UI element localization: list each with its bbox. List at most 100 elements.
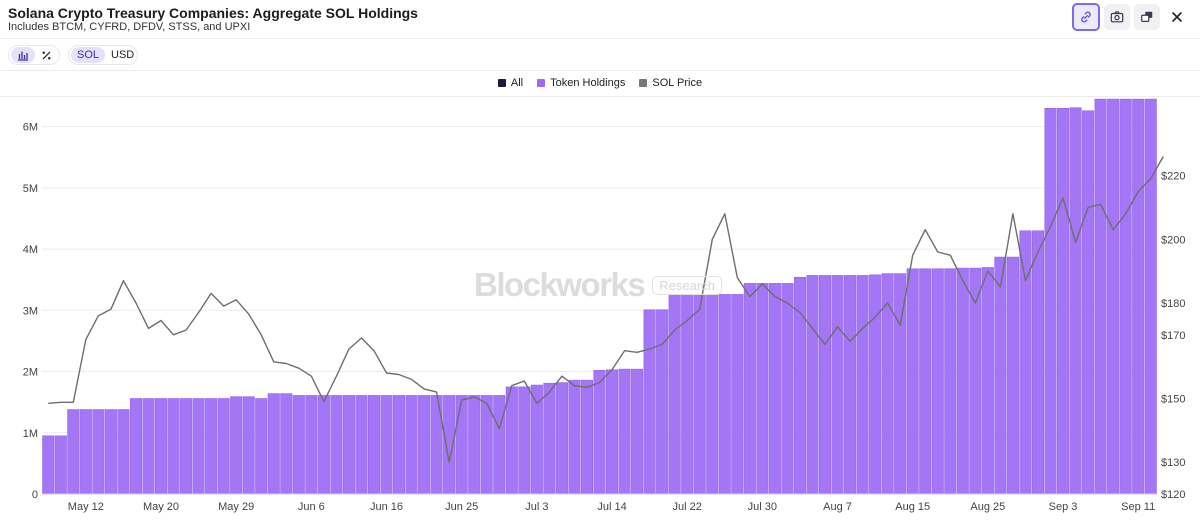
bar: [280, 393, 293, 495]
bar: [781, 283, 794, 495]
x-axis-tick-label: Jun 25: [445, 501, 478, 513]
chart-toolbar: SOL USD: [0, 40, 1200, 70]
bar: [831, 275, 844, 495]
bar: [405, 395, 418, 495]
bar: [568, 379, 581, 495]
x-axis-tick-label: Aug 7: [823, 501, 852, 513]
bar: [543, 382, 556, 495]
right-axis-tick-label: $170: [1161, 330, 1185, 342]
bar: [468, 395, 481, 495]
bar: [718, 294, 731, 495]
percent-mode-button[interactable]: [35, 47, 58, 63]
bar-chart-icon: [18, 51, 28, 61]
bar: [1069, 107, 1082, 495]
bar: [180, 398, 193, 495]
bar: [1144, 98, 1157, 495]
left-axis-tick-label: 1M: [23, 428, 38, 440]
bar: [142, 398, 155, 495]
chart-header: Solana Crypto Treasury Companies: Aggreg…: [0, 0, 1200, 40]
bar: [104, 409, 117, 495]
bar: [844, 275, 857, 495]
bar: [643, 309, 656, 495]
bar: [129, 398, 142, 495]
bar: [155, 398, 168, 495]
bar: [944, 268, 957, 495]
bar: [192, 398, 205, 495]
x-axis-tick-label: Jul 3: [525, 501, 548, 513]
bar: [230, 396, 243, 495]
legend-item-token-holdings[interactable]: Token Holdings: [537, 77, 625, 89]
bar: [906, 268, 919, 495]
bar: [743, 283, 756, 495]
bar: [518, 386, 531, 495]
watermark-brand: Blockworks: [474, 266, 646, 303]
bar: [267, 393, 280, 495]
x-axis-tick-label: Sep 11: [1121, 501, 1155, 513]
unit-toggle: SOL USD: [68, 45, 138, 65]
bar: [1132, 98, 1145, 495]
bar: [869, 274, 882, 495]
right-axis-tick-label: $130: [1161, 457, 1185, 469]
bar: [981, 267, 994, 495]
bar: [919, 268, 932, 495]
bar: [994, 256, 1007, 495]
bar: [54, 435, 67, 495]
legend-item-sol-price[interactable]: SOL Price: [639, 77, 702, 89]
right-axis-tick-label: $180: [1161, 298, 1185, 310]
bar: [292, 395, 305, 495]
bar: [606, 369, 619, 495]
top-actions: [1072, 3, 1190, 31]
bar: [756, 283, 769, 495]
unit-sol-button[interactable]: SOL: [71, 47, 106, 63]
left-axis-tick-label: 4M: [23, 244, 38, 256]
x-axis-tick-label: Jun 6: [298, 501, 325, 513]
right-axis-tick-label: $120: [1161, 489, 1185, 501]
bar: [1119, 98, 1132, 495]
x-axis-tick-label: May 12: [68, 501, 104, 513]
bar: [693, 294, 706, 495]
left-axis-tick-label: 3M: [23, 305, 38, 317]
legend-divider: [0, 96, 1200, 97]
bar: [1094, 98, 1107, 495]
x-axis-tick-label: Jul 30: [748, 501, 777, 513]
bar: [355, 395, 368, 495]
bar: [1107, 98, 1120, 495]
legend-swatch-token-holdings: [537, 79, 546, 87]
bar: [418, 395, 431, 495]
bar: [856, 275, 869, 495]
bar: [67, 409, 80, 495]
bar: [317, 395, 330, 495]
bar: [255, 398, 268, 495]
left-axis-tick-label: 0: [32, 489, 38, 501]
x-axis-tick-label: Aug 25: [970, 501, 1005, 513]
x-axis-tick-label: Aug 15: [895, 501, 930, 513]
bar: [505, 386, 518, 495]
toolbar-divider: [0, 70, 1200, 71]
left-axis-tick-label: 5M: [23, 183, 38, 195]
bar: [330, 395, 343, 495]
unit-usd-button[interactable]: USD: [111, 49, 135, 61]
bar-chart-mode-button[interactable]: [11, 47, 35, 63]
right-axis-tick-label: $220: [1161, 171, 1185, 183]
watermark-badge: Research: [652, 275, 722, 295]
bar: [555, 382, 568, 495]
bar: [1057, 107, 1070, 495]
link-icon: [1081, 11, 1091, 23]
header-divider: [0, 38, 1200, 39]
screenshot-button[interactable]: [1104, 4, 1130, 30]
bar: [618, 368, 631, 495]
bar: [430, 395, 443, 495]
legend-item-all[interactable]: All: [497, 77, 523, 89]
bar: [242, 396, 255, 495]
close-button[interactable]: [1164, 4, 1190, 30]
bar: [731, 294, 744, 495]
left-axis-tick-label: 2M: [23, 367, 38, 379]
stack-button[interactable]: [1134, 4, 1160, 30]
link-button[interactable]: [1072, 3, 1100, 31]
bar: [167, 398, 180, 495]
bar: [493, 395, 506, 495]
bar: [455, 395, 468, 495]
bar: [367, 395, 381, 495]
bar: [818, 275, 832, 495]
bar: [1082, 110, 1095, 495]
